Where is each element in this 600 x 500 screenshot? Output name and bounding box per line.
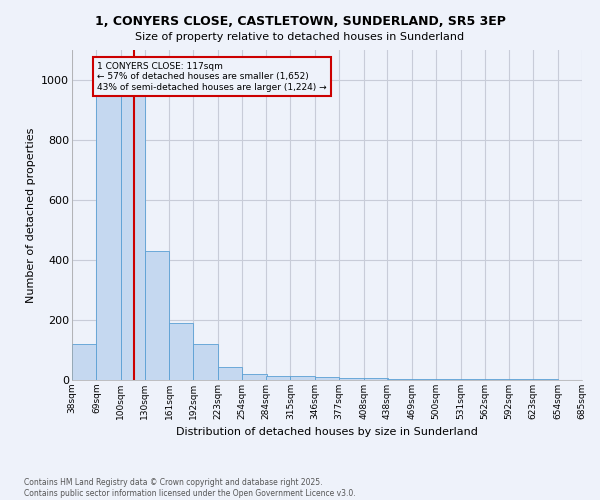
Bar (145, 251, 169, 380)
X-axis label: Distribution of detached houses by size in Sunderland: Distribution of detached houses by size … (176, 428, 478, 438)
Bar (218, 366, 242, 380)
Bar (242, 374, 266, 380)
Text: Contains HM Land Registry data © Crown copyright and database right 2025.
Contai: Contains HM Land Registry data © Crown c… (24, 478, 356, 498)
Bar (193, 344, 218, 380)
Bar (461, 379, 485, 380)
Text: Size of property relative to detached houses in Sunderland: Size of property relative to detached ho… (136, 32, 464, 42)
Bar (266, 376, 290, 380)
Text: 1, CONYERS CLOSE, CASTLETOWN, SUNDERLAND, SR5 3EP: 1, CONYERS CLOSE, CASTLETOWN, SUNDERLAND… (95, 15, 505, 28)
Bar (339, 378, 364, 380)
Y-axis label: Number of detached properties: Number of detached properties (26, 128, 35, 302)
Bar (315, 377, 339, 380)
Bar (97, 92, 121, 380)
Bar (72, 344, 97, 380)
Bar (121, 92, 145, 380)
Bar (364, 378, 388, 380)
Bar (436, 379, 461, 380)
Bar (169, 323, 193, 380)
Bar (290, 376, 315, 380)
Bar (412, 379, 436, 380)
Text: 1 CONYERS CLOSE: 117sqm
← 57% of detached houses are smaller (1,652)
43% of semi: 1 CONYERS CLOSE: 117sqm ← 57% of detache… (97, 62, 327, 92)
Bar (388, 378, 412, 380)
